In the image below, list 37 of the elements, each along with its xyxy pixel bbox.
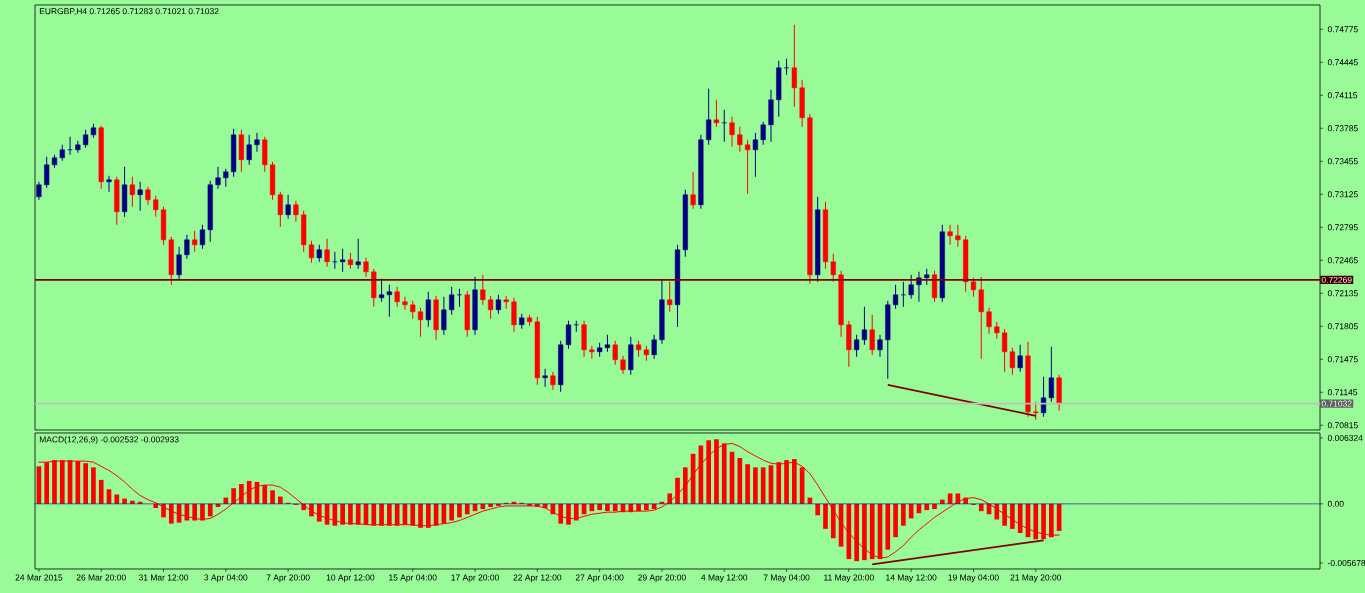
x-tick-label: 14 May 12:00 — [886, 574, 937, 583]
x-tick-label: 7 May 04:00 — [763, 574, 810, 583]
x-tick-label: 4 May 12:00 — [701, 574, 748, 583]
x-tick-label: 27 Apr 04:00 — [575, 574, 624, 583]
y-tick-label: 0.74115 — [1327, 92, 1358, 99]
y-tick-label: 0.73785 — [1327, 125, 1358, 132]
y-tick-label: 0.00 — [1327, 500, 1344, 507]
ref-line-label: 0.72269 — [1321, 276, 1352, 283]
x-tick-label: 11 May 20:00 — [824, 574, 874, 583]
y-tick-label: 0.72135 — [1327, 290, 1358, 297]
x-tick-label: 31 Mar 12:00 — [138, 574, 189, 581]
x-tick-label: 29 Apr 20:00 — [638, 574, 686, 583]
x-tick-label: 26 Mar 20:00 — [76, 574, 126, 581]
x-tick-label: 15 Apr 04:00 — [389, 574, 437, 583]
y-tick-label: 0.74445 — [1327, 59, 1358, 66]
y-tick-label: -0.005678 — [1327, 560, 1365, 567]
y-tick-label: 0.70815 — [1327, 422, 1358, 429]
y-tick-label: 0.74775 — [1327, 26, 1358, 33]
x-tick-label: 7 Apr 20:00 — [266, 574, 310, 583]
x-tick-label: 10 Apr 12:00 — [326, 574, 375, 583]
y-tick-label: 0.72795 — [1327, 224, 1358, 231]
chart-title: MACD(12,26,9) -0.002532 -0.002933 — [39, 436, 179, 445]
x-tick-label: 19 May 04:00 — [948, 574, 999, 583]
y-tick-label: 0.72465 — [1327, 257, 1358, 264]
y-tick-label: 0.73455 — [1327, 158, 1358, 165]
y-tick-label: 0.71475 — [1327, 356, 1358, 363]
x-tick-label: 22 Apr 12:00 — [513, 574, 562, 583]
y-tick-label: 0.73125 — [1327, 191, 1358, 198]
x-tick-label: 24 Mar 2015 — [15, 574, 63, 581]
x-tick-label: 17 Apr 20:00 — [451, 574, 499, 583]
chart-title: EURGBP,H4 0.71265 0.71283 0.71021 0.71032 — [39, 8, 219, 16]
y-tick-label: 0.71805 — [1327, 323, 1358, 330]
y-tick-label: 0.006324 — [1327, 434, 1363, 441]
x-tick-label: 21 May 20:00 — [1010, 574, 1062, 583]
y-tick-label: 0.71145 — [1327, 389, 1358, 396]
ref-line-label: 0.71032 — [1321, 400, 1352, 407]
x-tick-label: 3 Apr 04:00 — [204, 574, 248, 583]
